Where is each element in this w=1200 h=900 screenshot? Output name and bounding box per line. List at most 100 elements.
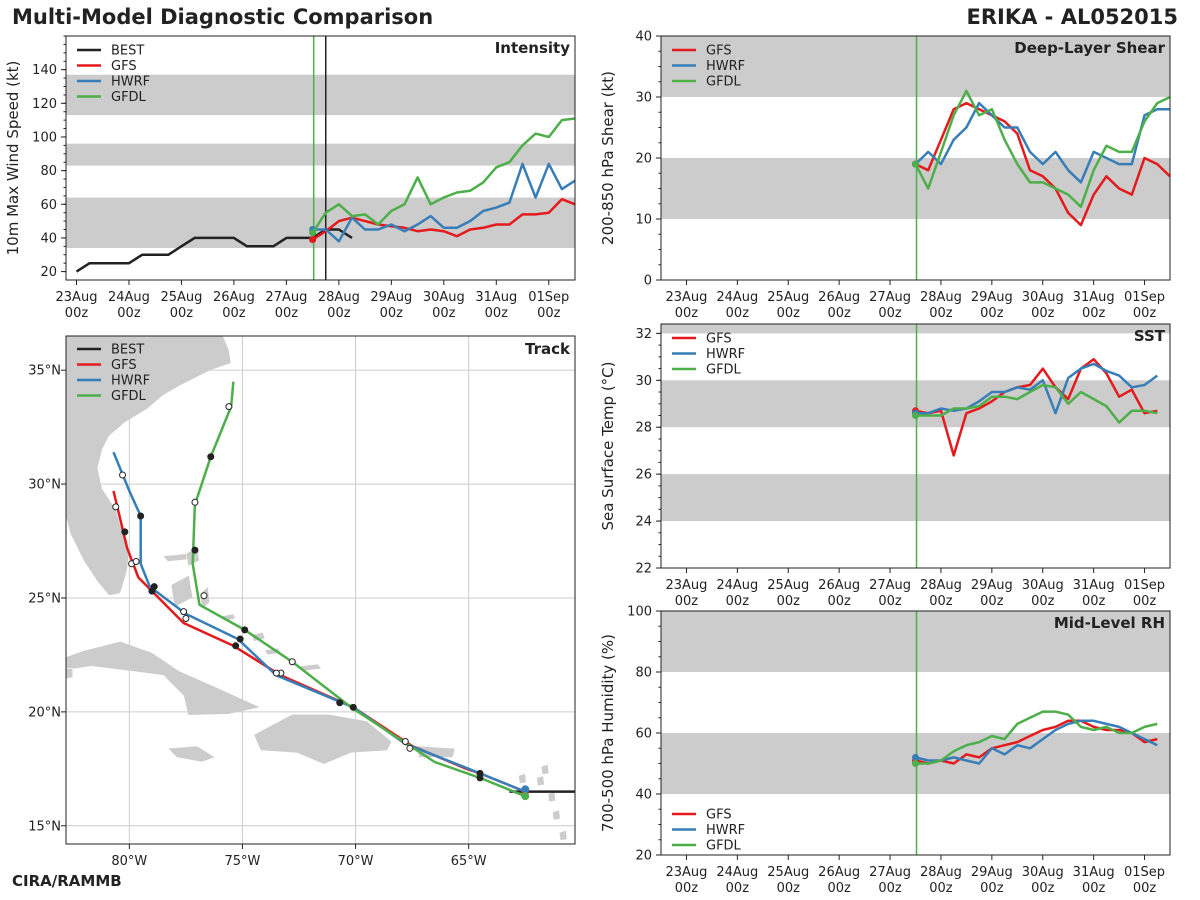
track-marker-hwrf <box>150 583 158 591</box>
shear-xtick-label: 00z <box>878 306 902 321</box>
sst-xtick-label: 00z <box>980 594 1004 609</box>
rh-legend-label-hwrf: HWRF <box>706 823 745 838</box>
sst-ytick-label: 24 <box>635 515 652 530</box>
land-lesser-antilles-island <box>536 775 545 787</box>
sst-xtick-label: 25Aug <box>767 578 809 593</box>
shear-legend-label-gfs: GFS <box>706 44 732 59</box>
intensity-ytick-label: 100 <box>32 130 57 145</box>
intensity-xtick-label: 30Aug <box>423 290 465 305</box>
land-lesser-antilles-island <box>547 791 557 803</box>
shear-xtick-label: 30Aug <box>1022 290 1064 305</box>
land-cuba <box>66 640 262 716</box>
rh-xtick-label: 00z <box>726 881 750 896</box>
track-marker-gfdl <box>288 658 296 666</box>
track-marker-hwrf <box>349 703 357 711</box>
rh-panel: 2040608010023Aug00z24Aug00z25Aug00z26Aug… <box>599 605 1171 896</box>
shear-xtick-label: 00z <box>929 306 953 321</box>
shear-xtick-label: 00z <box>1031 306 1055 321</box>
rh-legend-label-gfs: GFS <box>706 808 732 823</box>
land-lesser-antilles-island <box>558 829 568 841</box>
sst-band <box>661 380 1170 428</box>
rh-xtick-label: 00z <box>675 881 699 896</box>
land-layer <box>66 336 568 841</box>
intensity-start-marker-gfdl <box>309 229 317 237</box>
shear-xtick-label: 26Aug <box>818 290 860 305</box>
intensity-title: Intensity <box>495 39 571 57</box>
intensity-xtick-label: 00z <box>222 306 246 321</box>
sst-xtick-label: 28Aug <box>920 578 962 593</box>
shear-xtick-label: 25Aug <box>767 290 809 305</box>
intensity-band <box>66 143 575 166</box>
track-marker-hwrf <box>137 512 145 520</box>
sst-xtick-label: 00z <box>726 594 750 609</box>
intensity-start-marker-gfs <box>309 236 317 244</box>
shear-xtick-label: 28Aug <box>920 290 962 305</box>
sst-start-marker-gfdl <box>912 412 919 419</box>
intensity-xtick-label: 00z <box>170 306 194 321</box>
rh-series-gfdl <box>915 710 1158 765</box>
intensity-legend-label-hwrf: HWRF <box>111 75 150 90</box>
rh-xtick-label: 28Aug <box>920 865 962 880</box>
track-marker-hwrf <box>401 737 409 745</box>
rh-ytick-label: 40 <box>635 788 652 803</box>
shear-xtick-label: 31Aug <box>1073 290 1115 305</box>
intensity-legend-label-gfs: GFS <box>111 59 137 74</box>
rh-xtick-label: 00z <box>1031 881 1055 896</box>
land-bahamas-island <box>251 631 266 642</box>
shear-ylabel: 200-850 hPa Shear (kt) <box>599 71 617 245</box>
intensity-frame <box>65 35 576 281</box>
shear-band <box>661 158 1170 219</box>
track-lon-label: 75°W <box>225 854 261 869</box>
intensity-xtick-label: 28Aug <box>318 290 360 305</box>
intensity-ylabel: 10m Max Wind Speed (kt) <box>4 61 22 256</box>
land-hispaniola <box>253 713 393 765</box>
intensity-xtick-label: 00z <box>275 306 299 321</box>
shear-xtick-label: 00z <box>1133 306 1157 321</box>
rh-xtick-label: 30Aug <box>1022 865 1064 880</box>
intensity-xtick-label: 24Aug <box>108 290 150 305</box>
intensity-series-gfdl <box>311 117 575 234</box>
rh-xtick-label: 00z <box>929 881 953 896</box>
sst-legend-label-gfs: GFS <box>706 332 732 347</box>
rh-xtick-label: 23Aug <box>665 865 707 880</box>
rh-legend-label-gfdl: GFDL <box>706 839 742 854</box>
track-marker-gfs <box>232 642 240 650</box>
shear-xtick-label: 00z <box>980 306 1004 321</box>
rh-xtick-label: 00z <box>980 881 1004 896</box>
sst-xtick-label: 23Aug <box>665 578 707 593</box>
sst-ytick-label: 26 <box>635 468 652 483</box>
track-start-marker-gfdl <box>521 792 530 801</box>
rh-xtick-label: 00z <box>1082 881 1106 896</box>
shear-xtick-label: 24Aug <box>716 290 758 305</box>
intensity-ytick-label: 40 <box>40 231 57 246</box>
shear-band <box>661 36 1170 97</box>
track-legend-label-gfdl: GFDL <box>111 389 147 404</box>
intensity-series-hwrf <box>312 162 575 243</box>
shear-legend-label-hwrf: HWRF <box>706 59 745 74</box>
sst-xtick-label: 00z <box>675 594 699 609</box>
rh-xtick-label: 29Aug <box>971 865 1013 880</box>
track-lat-label: 30°N <box>28 478 61 493</box>
intensity-ytick-label: 20 <box>40 265 57 280</box>
sst-title: SST <box>1134 327 1166 345</box>
rh-ytick-label: 60 <box>635 727 652 742</box>
track-lat-label: 15°N <box>28 819 61 834</box>
sst-ytick-label: 28 <box>635 421 652 436</box>
intensity-legend-label-gfdl: GFDL <box>111 90 147 105</box>
page-title: Multi-Model Diagnostic Comparison <box>12 5 434 29</box>
shear-title: Deep-Layer Shear <box>1014 39 1165 57</box>
intensity-xtick-label: 00z <box>380 306 404 321</box>
sst-xtick-label: 00z <box>1031 594 1055 609</box>
intensity-xtick-label: 00z <box>485 306 509 321</box>
rh-xtick-label: 27Aug <box>869 865 911 880</box>
shear-xtick-label: 27Aug <box>869 290 911 305</box>
intensity-xtick-label: 00z <box>432 306 456 321</box>
track-lon-label: 65°W <box>451 854 487 869</box>
rh-xtick-label: 26Aug <box>818 865 860 880</box>
intensity-xtick-label: 27Aug <box>265 290 307 305</box>
intensity-ytick-label: 140 <box>32 63 57 78</box>
shear-xtick-label: 00z <box>675 306 699 321</box>
shear-ytick-label: 20 <box>635 152 652 167</box>
rh-ylabel: 700-500 hPa Humidity (%) <box>599 634 617 832</box>
track-marker-gfdl <box>191 546 199 554</box>
